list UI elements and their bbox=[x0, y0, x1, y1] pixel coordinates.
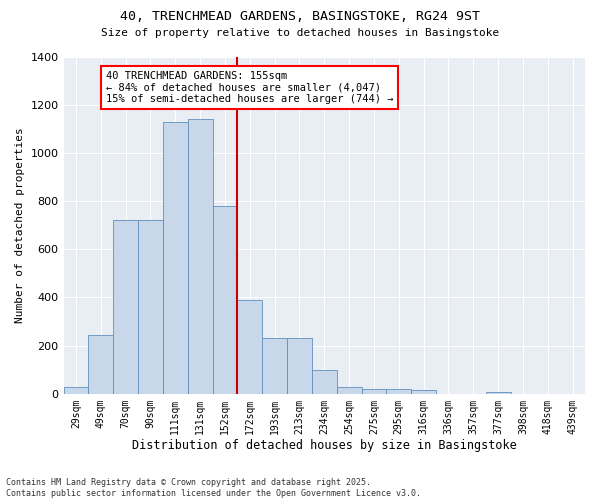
Bar bbox=[337, 386, 362, 394]
Bar bbox=[64, 386, 88, 394]
Bar bbox=[262, 338, 287, 394]
Y-axis label: Number of detached properties: Number of detached properties bbox=[15, 128, 25, 323]
Bar bbox=[287, 338, 312, 394]
Bar bbox=[88, 335, 113, 394]
Text: Contains HM Land Registry data © Crown copyright and database right 2025.
Contai: Contains HM Land Registry data © Crown c… bbox=[6, 478, 421, 498]
Bar bbox=[362, 389, 386, 394]
X-axis label: Distribution of detached houses by size in Basingstoke: Distribution of detached houses by size … bbox=[132, 440, 517, 452]
Bar bbox=[163, 122, 188, 394]
Bar bbox=[238, 300, 262, 394]
Text: 40, TRENCHMEAD GARDENS, BASINGSTOKE, RG24 9ST: 40, TRENCHMEAD GARDENS, BASINGSTOKE, RG2… bbox=[120, 10, 480, 23]
Bar bbox=[138, 220, 163, 394]
Bar bbox=[188, 119, 212, 394]
Text: Size of property relative to detached houses in Basingstoke: Size of property relative to detached ho… bbox=[101, 28, 499, 38]
Bar bbox=[113, 220, 138, 394]
Text: 40 TRENCHMEAD GARDENS: 155sqm
← 84% of detached houses are smaller (4,047)
15% o: 40 TRENCHMEAD GARDENS: 155sqm ← 84% of d… bbox=[106, 71, 393, 104]
Bar bbox=[485, 392, 511, 394]
Bar bbox=[386, 389, 411, 394]
Bar bbox=[411, 390, 436, 394]
Bar bbox=[312, 370, 337, 394]
Bar bbox=[212, 206, 238, 394]
